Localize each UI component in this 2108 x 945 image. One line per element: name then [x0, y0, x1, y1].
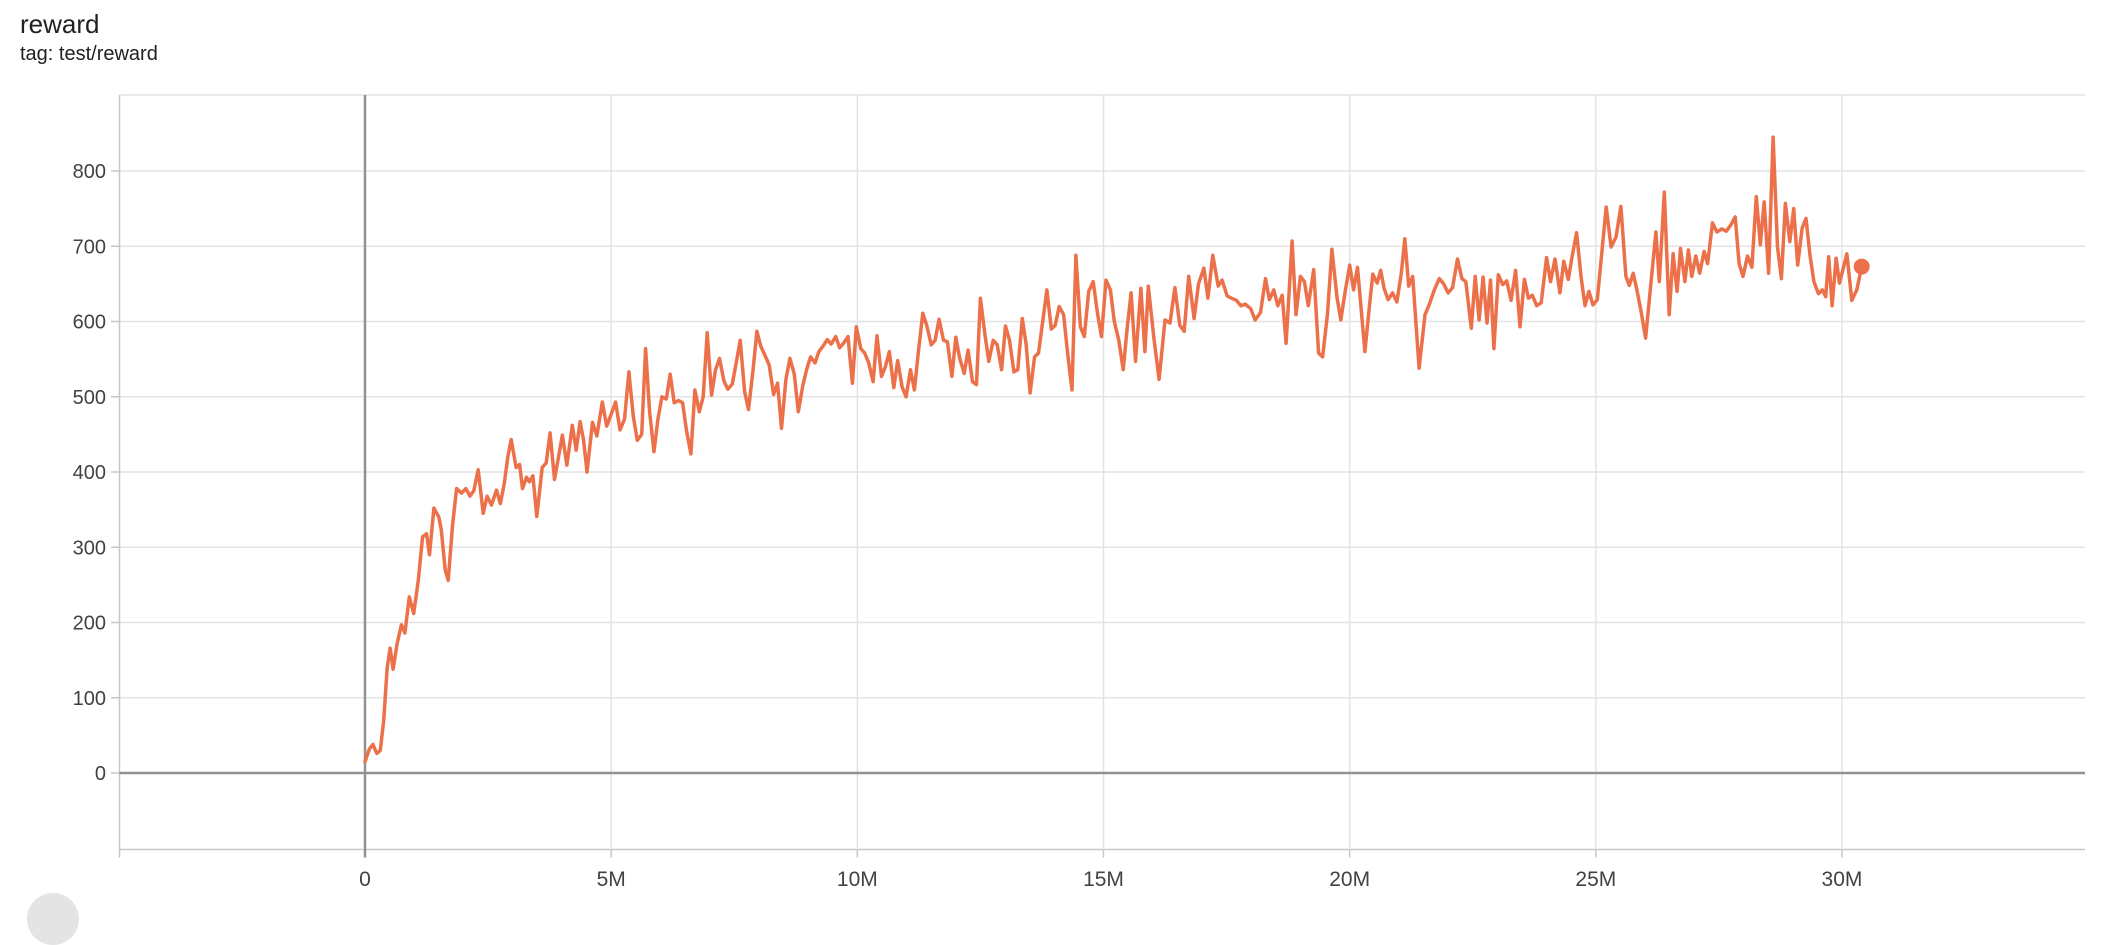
y-axis-tick-label: 100: [73, 688, 106, 710]
reward-line-chart[interactable]: 0 100 200 300 400 500 600 700 800 0 5M 10M 15M 20M 25M…: [0, 0, 2108, 904]
x-axis-tick-label: 25M: [1575, 868, 1616, 891]
chart-tag-line: tag: test/reward: [20, 42, 158, 65]
x-axis-tick-label: 30M: [1822, 868, 1863, 891]
x-axis-tick-label: 20M: [1329, 868, 1370, 891]
y-axis-tick-label: 0: [95, 763, 106, 785]
corner-circle-decoration: [27, 893, 79, 945]
y-axis-tick-label: 300: [73, 537, 106, 559]
y-axis-tick-label: 600: [73, 312, 106, 334]
y-axis-tick-label: 700: [73, 236, 106, 258]
x-axis-tick-label: 0: [359, 868, 371, 891]
x-axis-tick-label: 5M: [597, 868, 626, 891]
chart-title: reward: [20, 9, 100, 39]
y-axis-tick-label: 800: [73, 161, 106, 183]
card-header: reward tag: test/reward: [20, 8, 158, 67]
y-axis-tick-label: 400: [73, 462, 106, 484]
y-axis-tick-label: 200: [73, 613, 106, 635]
x-axis-tick-label: 15M: [1083, 868, 1124, 891]
x-axis-tick-label: 10M: [837, 868, 878, 891]
series-end-point-marker: [1853, 258, 1870, 275]
reward-series-line: [363, 135, 1864, 764]
y-axis-tick-label: 500: [73, 387, 106, 409]
